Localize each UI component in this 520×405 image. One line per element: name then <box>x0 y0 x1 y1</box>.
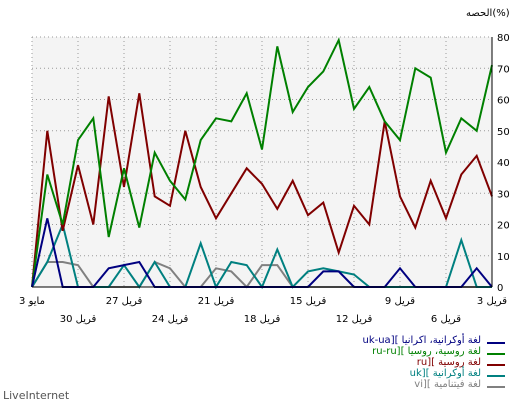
x-tick-label: 27 قريل <box>106 296 143 307</box>
x-tick-label: 24 قريل <box>152 314 189 325</box>
legend-label: لغة فيتنامية ][vi <box>414 379 481 390</box>
series-line <box>31 37 493 288</box>
y-tick-label: 0 <box>497 283 503 294</box>
y-tick-label: 70 <box>497 64 510 75</box>
y-axis-title: الحصه(%) <box>466 8 510 19</box>
legend-item: لغة فيتنامية ][vi <box>330 379 505 392</box>
y-tick-label: 30 <box>497 189 510 200</box>
y-tick-label: 60 <box>497 96 510 107</box>
x-tick-label: 15 قريل <box>290 296 327 307</box>
legend-label: لغة روسية، روسيا ][ru-ru <box>372 346 481 357</box>
legend-item: لغة أوكرانية، اكرانيا ][uk-ua <box>330 335 505 348</box>
legend-label: لغة أوكرانية، اكرانيا ][uk-ua <box>362 335 481 346</box>
series-line <box>31 93 493 288</box>
legend-swatch <box>487 364 505 366</box>
legend-label: لغة أوكرانية ][uk <box>409 368 481 379</box>
x-tick-label: 30 قريل <box>60 314 97 325</box>
grid <box>31 36 493 287</box>
legend-swatch <box>487 353 505 355</box>
x-tick-label: 9 قريل <box>385 296 415 307</box>
legend-swatch <box>487 342 505 344</box>
x-tick-labels: 3 قريل 6 قريل 9 قريل 12 قريل 15 قريل 18 قريل 2… <box>19 296 507 325</box>
x-tick-label: 6 قريل <box>431 314 461 325</box>
x-tick-label: 12 قريل <box>336 314 373 325</box>
x-tick-label: 21 قريل <box>198 296 235 307</box>
y-tick-label: 20 <box>497 221 510 232</box>
legend-swatch <box>487 375 505 377</box>
x-tick-label: 18 قريل <box>244 314 281 325</box>
y-tick-labels: 0 10 20 30 40 50 60 70 80 <box>497 33 510 294</box>
legend-item: لغة روسية ][ru <box>330 357 505 370</box>
legend-item: لغة روسية، روسيا ][ru-ru <box>330 346 505 359</box>
legend-swatch <box>487 386 505 388</box>
y-tick-label: 40 <box>497 158 510 169</box>
x-tick-label: 3 مايو <box>19 296 45 307</box>
y-tick-label: 50 <box>497 127 510 138</box>
y-tick-label: 10 <box>497 252 510 263</box>
x-tick-label: 3 قريل <box>477 296 507 307</box>
brand-label: LiveInternet <box>3 389 70 402</box>
chart: الحصه(%) 0 10 20 30 40 50 60 70 80 3 قريل 6 قريل 9… <box>19 8 510 325</box>
legend-label: لغة روسية ][ru <box>416 357 481 368</box>
legend-item: لغة أوكرانية ][uk <box>330 368 505 381</box>
y-tick-label: 80 <box>497 33 510 44</box>
legend: لغة أوكرانية، اكرانيا ][uk-ua لغة روسية، … <box>330 335 505 392</box>
